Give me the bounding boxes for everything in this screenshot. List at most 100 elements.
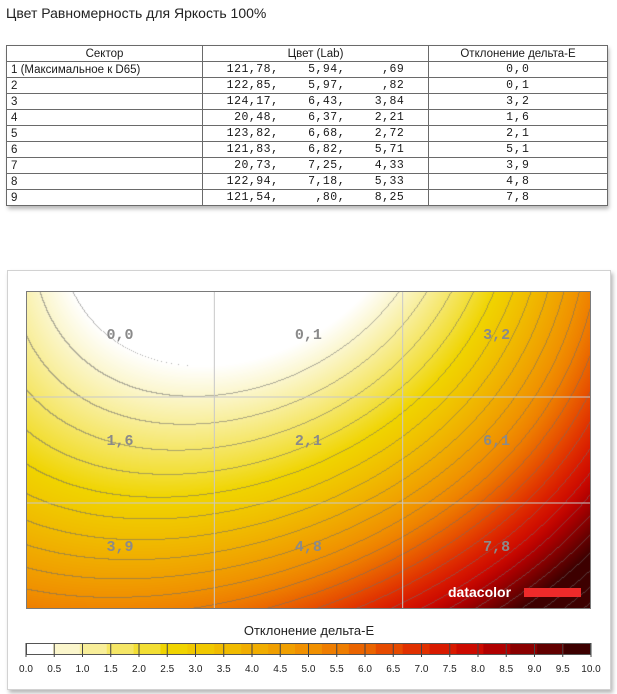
table-row: 3 124,17, 6,43, 3,84 3,2 [6,93,608,110]
legend-swatch [133,643,162,655]
legend-tick-label: 2.0 [132,664,146,675]
legend-swatch [268,643,296,655]
sector-cell: 6 [6,141,203,158]
legend-swatch [402,643,431,655]
legend-tick-label: 3.5 [217,664,231,675]
legend-swatch [79,643,108,655]
table-row: 4 20,48, 6,37, 2,21 1,6 [6,109,608,126]
table-header-row: Сектор Цвет (Lab) Отклонение дельта-E [6,45,608,62]
legend-swatch [321,643,350,655]
legend-swatch [214,643,242,655]
table-row: 8 122,94, 7,18, 5,33 4,8 [6,173,608,190]
heatmap-overlay: 0,0 0,1 3,2 1,6 2,1 6,1 3,9 4,8 7,8 datacolor [26,291,591,609]
legend-tick-label: 8.0 [471,664,485,675]
legend-tick-label: 4.0 [245,664,259,675]
heatmap-border [26,291,591,609]
legend-tick-label: 7.0 [415,664,429,675]
table-row: 9 121,54, ,80, 8,25 7,8 [6,189,608,206]
sector-cell: 8 [6,173,203,190]
heatmap-canvas [26,291,591,609]
legend-swatch [348,643,377,655]
legend-swatch [160,643,188,655]
sector-cell: 9 [6,189,203,206]
legend-swatch [106,643,135,655]
table-row: 6 121,83, 6,82, 5,71 5,1 [6,141,608,158]
legend-tick-label: 9.0 [528,664,542,675]
header-sector: Сектор [6,45,203,62]
legend-tick-label: 0.5 [47,664,61,675]
legend-tick-label: 6.0 [358,664,372,675]
lab-table: Сектор Цвет (Lab) Отклонение дельта-E 1 … [6,45,608,206]
lab-table-container: Сектор Цвет (Lab) Отклонение дельта-E 1 … [6,45,608,206]
legend-swatch [52,643,81,655]
legend-swatch [375,643,404,655]
legend-swatch [241,643,269,655]
delta-e-cell: 7,8 [428,189,608,206]
legend-swatch [483,643,511,655]
cell-label: 3,9 [106,539,133,556]
legend-tick-label: 1.0 [76,664,90,675]
legend-swatch [510,643,538,655]
datacolor-logo: datacolor [448,584,512,600]
legend-tick-label: 8.5 [499,664,513,675]
cell-label: 7,8 [483,539,510,556]
table-row: 1 (Максимальное к D65) 121,78, 5,94, ,69 0… [6,61,608,78]
legend-tick-label: 0.0 [19,664,33,675]
cell-label: 4,8 [295,539,322,556]
legend-tick-label: 9.5 [556,664,570,675]
lab-value-cell: 20,73, 7,25, 4,33 [202,157,429,174]
sector-cell: 1 (Максимальное к D65) [6,61,203,78]
legend-tick-label: 4.5 [273,664,287,675]
lab-value-cell: 123,82, 6,68, 2,72 [202,125,429,142]
legend-tick-label: 5.5 [330,664,344,675]
legend-swatch [187,643,215,655]
table-row: 2 122,85, 5,97, ,82 0,1 [6,77,608,94]
uniformity-chart-panel: 0,0 0,1 3,2 1,6 2,1 6,1 3,9 4,8 7,8 datacolor Отк… [7,270,611,690]
legend-swatch [429,643,457,655]
cell-label: 0,1 [295,327,322,344]
page-title: Цвет Равномерность для Яркость 100% [6,5,267,21]
lab-value-cell: 121,54, ,80, 8,25 [202,189,429,206]
legend-swatch [456,643,484,655]
cell-label: 2,1 [295,433,322,450]
sector-cell: 4 [6,109,203,126]
color-legend: 0.0 0.5 1.0 1.5 2.0 2.5 3.0 3.5 4.0 4.5 5.0 5.5 6.0 6… [19,643,601,675]
lab-value-cell: 20,48, 6,37, 2,21 [202,109,429,126]
lab-value-cell: 121,83, 6,82, 5,71 [202,141,429,158]
lab-value-cell: 124,17, 6,43, 3,84 [202,93,429,110]
delta-e-cell: 3,9 [428,157,608,174]
cell-label: 0,0 [106,327,133,344]
header-delta-e: Отклонение дельта-E [428,45,608,62]
delta-e-cell: 0,0 [428,61,608,78]
legend-swatch [26,643,54,655]
legend-tick-label: 1.5 [104,664,118,675]
lab-value-cell: 121,78, 5,94, ,69 [202,61,429,78]
delta-e-cell: 1,6 [428,109,608,126]
sector-cell: 2 [6,77,203,94]
cell-label: 6,1 [483,433,510,450]
legend-tick-label: 5.0 [302,664,316,675]
sector-cell: 7 [6,157,203,174]
datacolor-logo-bar [524,588,581,597]
header-lab: Цвет (Lab) [202,45,429,62]
legend-swatch [564,643,592,655]
delta-e-cell: 4,8 [428,173,608,190]
lab-value-cell: 122,94, 7,18, 5,33 [202,173,429,190]
legend-tick-label: 3.0 [189,664,203,675]
table-row: 5 123,82, 6,68, 2,72 2,1 [6,125,608,142]
delta-e-cell: 2,1 [428,125,608,142]
sector-cell: 3 [6,93,203,110]
delta-e-cell: 5,1 [428,141,608,158]
cell-label: 3,2 [483,327,510,344]
lab-value-cell: 122,85, 5,97, ,82 [202,77,429,94]
legend-tick-label: 2.5 [160,664,174,675]
cell-label: 1,6 [106,433,133,450]
sector-cell: 5 [6,125,203,142]
legend-tick-label: 7.5 [443,664,457,675]
delta-e-cell: 0,1 [428,77,608,94]
table-row: 7 20,73, 7,25, 4,33 3,9 [6,157,608,174]
legend-swatch [537,643,565,655]
legend-tick-label: 6.5 [386,664,400,675]
delta-e-cell: 3,2 [428,93,608,110]
legend-title: Отклонение дельта-E [243,623,375,638]
